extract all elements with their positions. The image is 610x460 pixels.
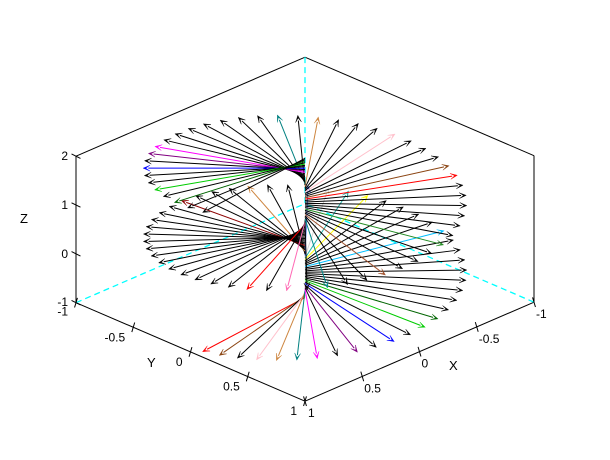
svg-text:2: 2: [61, 149, 68, 163]
svg-text:1: 1: [290, 404, 297, 418]
svg-text:0: 0: [61, 247, 68, 261]
svg-text:0: 0: [176, 355, 183, 369]
svg-text:1: 1: [61, 198, 68, 212]
svg-text:X: X: [449, 358, 458, 373]
svg-text:-1: -1: [57, 305, 68, 319]
svg-text:0.5: 0.5: [364, 381, 381, 395]
svg-text:0: 0: [422, 357, 429, 371]
svg-text:0.5: 0.5: [223, 380, 240, 394]
svg-text:Y: Y: [147, 355, 156, 370]
svg-text:-1: -1: [536, 307, 547, 321]
svg-text:-0.5: -0.5: [479, 332, 500, 346]
svg-text:1: 1: [308, 406, 315, 420]
svg-text:Z: Z: [20, 211, 28, 226]
svg-text:-0.5: -0.5: [105, 330, 126, 344]
